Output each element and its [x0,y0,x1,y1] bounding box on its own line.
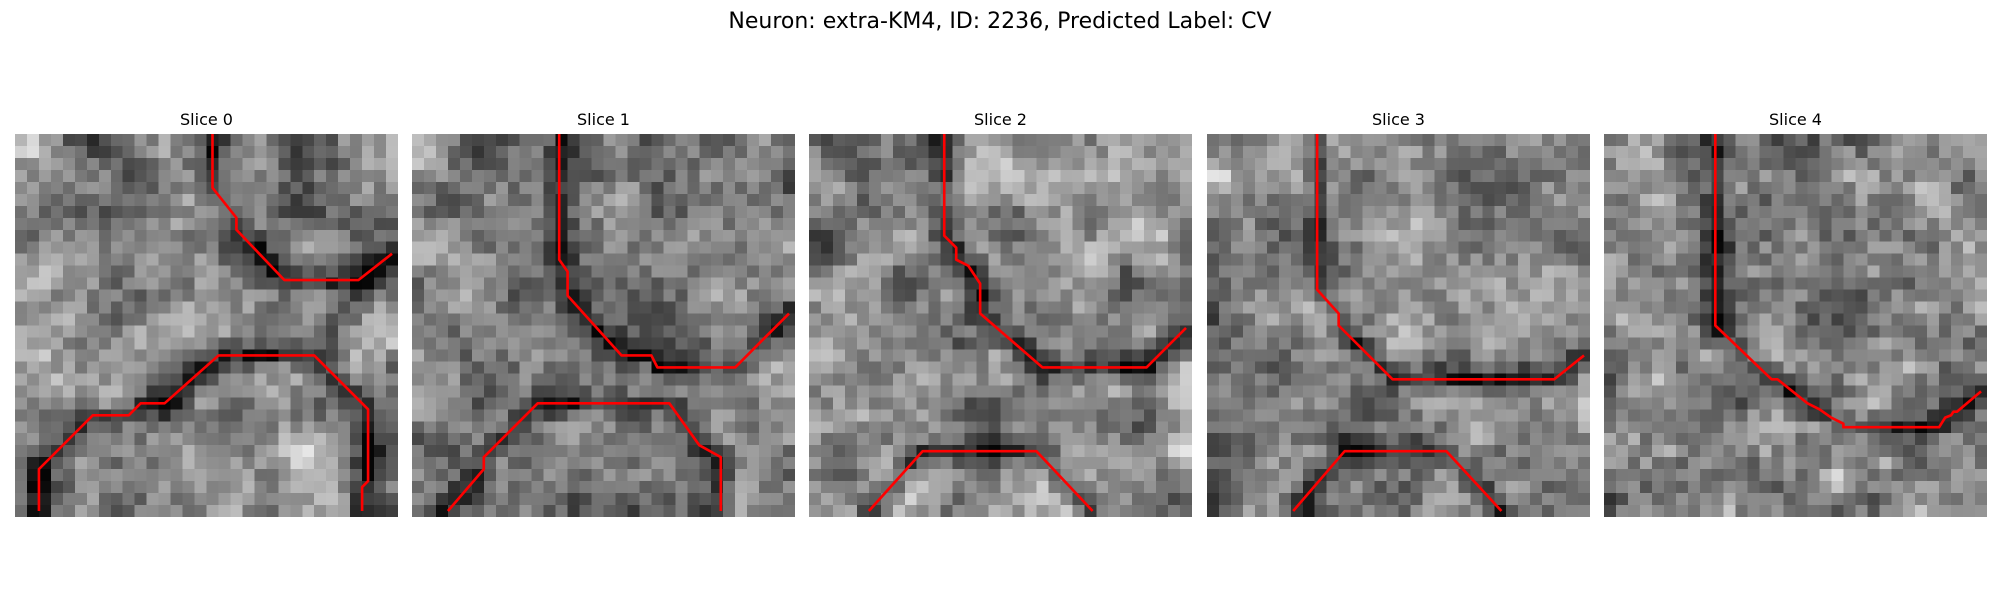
neuron-trace-line [1292,449,1503,512]
pixel-texture [1604,134,1987,517]
em-slice-svg [15,134,398,517]
figure-title: Neuron: extra-KM4, ID: 2236, Predicted L… [728,9,1272,34]
em-slice-svg [1604,134,1987,517]
neuron-trace-line [867,449,1094,512]
slice-image [1604,134,1987,517]
neuron-trace-line [1315,134,1585,381]
slice-title: Slice 0 [180,110,233,129]
slice-image [15,134,398,517]
em-slice-svg [809,134,1192,517]
slice-image [809,134,1192,517]
pixel-texture [15,134,398,517]
slice-title: Slice 2 [974,110,1027,129]
pixel-texture [1207,134,1590,517]
neuron-trace-line [37,354,370,512]
pixel-texture [412,134,795,517]
neuron-trace-line [942,134,1187,369]
em-slice-svg [412,134,795,517]
slice-image [1207,134,1590,517]
slice-title: Slice 3 [1372,110,1425,129]
pixel-texture [809,134,1192,517]
neuron-trace-line [446,401,723,512]
neuron-trace-line [1713,134,1982,429]
slice-title: Slice 4 [1769,110,1822,129]
em-slice-svg [1207,134,1590,517]
neuron-trace-line [557,134,790,369]
slice-title: Slice 1 [577,110,630,129]
neuron-trace-line [211,134,393,282]
slice-image [412,134,795,517]
